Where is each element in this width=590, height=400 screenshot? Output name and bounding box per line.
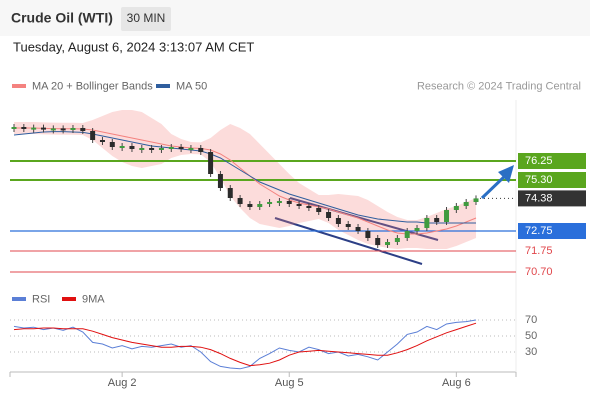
candle [208,152,214,174]
y-tick-label: 50 [525,330,537,342]
interval-badge[interactable] [121,7,171,31]
title: Crude Oil (WTI) [11,10,113,26]
x-tick-label: Aug 2 [108,377,137,389]
y-tick-label: 30 [525,346,537,358]
header-bar [0,0,590,36]
candle [365,231,371,238]
channel-line [289,197,439,241]
credit: Research © 2024 Trading Central [417,80,581,92]
last-price-box [518,190,586,207]
candle [227,188,233,198]
candle [139,148,145,150]
level-box [518,172,586,188]
last-price-label: 74.38 [525,192,553,204]
candle [385,242,391,245]
candle [375,238,381,245]
candle [394,238,400,242]
candle [70,128,76,130]
candle [463,202,469,206]
legend-label: MA 50 [176,80,207,92]
timestamp: Tuesday, August 6, 2024 3:13:07 AM CET [13,39,254,54]
legend-label: RSI [32,293,50,305]
level-label: 76.25 [525,155,553,167]
candle [355,227,361,231]
candle [286,201,292,204]
level-box [518,153,586,169]
candle [60,128,66,131]
candle [257,204,263,207]
candle [237,198,243,204]
candle [404,231,410,238]
candle [188,148,194,150]
candle [31,127,37,130]
candle [345,224,351,227]
candle [217,174,223,188]
x-tick-label: Aug 5 [275,377,304,389]
candle [267,202,273,204]
rsi-line [13,319,477,370]
level-label: 70.70 [525,266,553,278]
candle [247,204,253,207]
candle [453,206,459,210]
forecast-arrow [480,173,508,200]
level-box [518,223,586,239]
candle [444,210,450,222]
candle [158,148,164,150]
legend-swatch [62,297,76,301]
candle [434,218,440,222]
candle [296,204,302,206]
legend-swatch [12,84,26,88]
candle [414,228,420,231]
legend-swatch [12,297,26,301]
candle [119,146,125,148]
candle [198,148,204,152]
candle [316,208,322,212]
legend-label: 9MA [82,293,105,305]
candle [80,128,86,131]
ma-line [14,127,477,235]
candle [90,131,96,140]
candle [129,146,135,149]
candle [11,127,17,129]
level-label: 75.30 [525,174,553,186]
candle [424,218,430,228]
candle [40,127,46,130]
candle [326,212,332,218]
interval[interactable]: 30 MIN [127,11,166,25]
candle [178,147,184,149]
level-label: 71.75 [525,245,553,257]
candle [99,140,105,142]
candle [473,198,479,202]
legend-label: MA 20 + Bollinger Bands [32,80,153,92]
candle [168,147,174,149]
candle [276,201,282,203]
candle [306,206,312,208]
level-label: 72.75 [525,225,553,237]
candle [50,128,56,131]
x-tick-label: Aug 6 [442,377,471,389]
rsi-line [13,322,477,367]
legend-swatch [156,84,170,88]
candle [149,148,155,150]
forecast-arrowhead [498,165,514,183]
candle [21,127,27,129]
y-tick-label: 70 [525,314,537,326]
channel-line [274,217,423,265]
candle [335,218,341,224]
candle [109,142,115,147]
